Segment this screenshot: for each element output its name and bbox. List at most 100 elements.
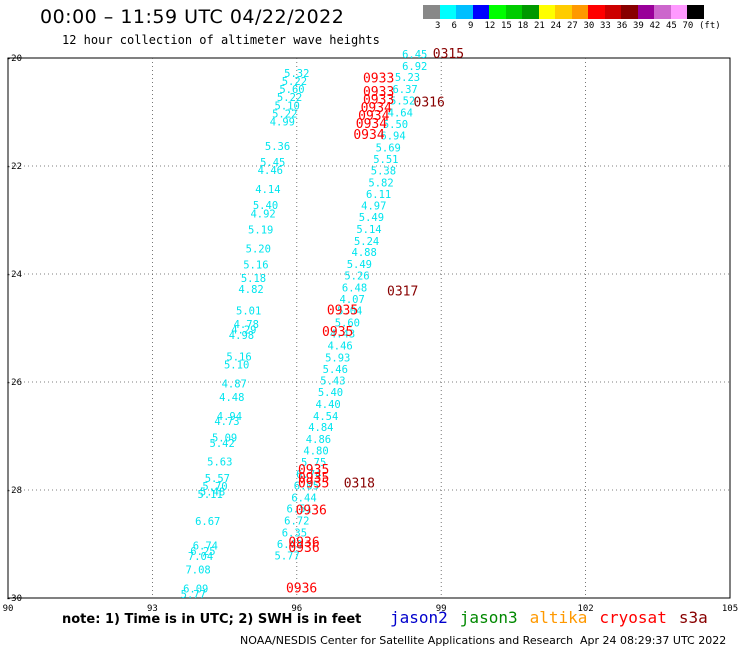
legend-tick-label: 33 xyxy=(600,21,611,31)
time-label: 0934 xyxy=(358,109,389,124)
data-point-label: 5.60 xyxy=(335,317,360,329)
y-tick-label: -24 xyxy=(6,270,22,280)
satellite-label-jason2: jason2 xyxy=(390,608,448,627)
data-point-label: 4.94 xyxy=(217,411,242,423)
time-label: 0933 xyxy=(363,85,394,100)
data-point-label: 4.54 xyxy=(313,411,338,423)
data-point-label: 5.22 xyxy=(282,76,307,88)
data-point-label: 5.16 xyxy=(243,260,268,272)
data-point-label: 6.92 xyxy=(402,61,427,73)
data-point-label: 4.07 xyxy=(340,294,365,306)
legend-swatch xyxy=(687,5,704,19)
legend-tick-label: 21 xyxy=(534,21,545,31)
data-point-label: 4.40 xyxy=(315,399,340,411)
data-point-label: 6.09 xyxy=(183,584,208,596)
data-point-label: 5.10 xyxy=(275,100,300,112)
time-label: 0935 xyxy=(327,304,358,319)
data-point-label: 5.49 xyxy=(359,212,384,224)
legend-tick-label: 70 xyxy=(682,21,694,31)
data-point-label: 5.18 xyxy=(241,273,266,285)
data-point-label: 5.45 xyxy=(260,157,285,169)
data-point-label: 4.98 xyxy=(229,330,254,342)
data-point-label: 4.82 xyxy=(238,284,263,296)
time-label: 0933 xyxy=(363,93,394,108)
legend-tick-label: 9 xyxy=(468,21,474,31)
data-point-label: 5.48 xyxy=(200,486,225,498)
legend-swatch xyxy=(439,5,456,19)
data-point-label: 5.20 xyxy=(246,243,271,255)
time-label: 0935 xyxy=(298,471,329,486)
data-point-label: 5.52 xyxy=(390,95,415,107)
data-point-label: 4.86 xyxy=(306,434,331,446)
legend-swatch xyxy=(489,5,506,19)
data-point-label: 4.78 xyxy=(234,319,259,331)
satellite-label-altika: altika xyxy=(529,608,588,627)
x-tick-label: 102 xyxy=(577,604,593,614)
data-point-label: 4.99 xyxy=(270,117,295,129)
legend-tick-label: 18 xyxy=(517,21,529,31)
data-point-label: 5.09 xyxy=(212,432,237,444)
data-point-label: 5.70 xyxy=(202,481,227,493)
data-point-label: 4.73 xyxy=(214,416,239,428)
legend-tick-label: 3 xyxy=(435,21,441,31)
data-point-label: 6.74 xyxy=(296,469,321,481)
data-point-label: 5.46 xyxy=(323,364,348,376)
legend-swatch xyxy=(472,5,489,19)
time-label: 0936 xyxy=(288,536,319,551)
data-point-label: 5.93 xyxy=(325,352,350,364)
data-point-label: 4.87 xyxy=(222,378,247,390)
data-point-label: 5.50 xyxy=(383,119,408,131)
time-label: 0934 xyxy=(356,117,387,132)
y-tick-label: -30 xyxy=(6,594,22,604)
y-tick-label: -22 xyxy=(6,162,22,172)
data-point-label: 5.22 xyxy=(277,92,302,104)
data-point-label: 5.43 xyxy=(320,376,345,388)
data-point-label: 4.29 xyxy=(231,324,256,336)
y-tick-label: -26 xyxy=(6,378,22,388)
data-point-label: 6.67 xyxy=(195,516,220,528)
x-tick-label: 99 xyxy=(436,604,447,614)
data-point-label: 5.40 xyxy=(318,387,343,399)
data-point-label: 7.08 xyxy=(185,565,210,577)
data-point-label: 6.44 xyxy=(291,492,316,504)
legend-swatch xyxy=(621,5,638,19)
footer-timestamp: Apr 24 08:29:37 UTC 2022 xyxy=(580,634,727,647)
legend-tick-label: 27 xyxy=(567,21,578,31)
legend-swatch xyxy=(670,5,687,19)
time-label: 0936 xyxy=(286,582,317,597)
legend-swatch xyxy=(555,5,572,19)
time-label: 0935 xyxy=(298,476,329,491)
legend-swatch xyxy=(505,5,522,19)
x-tick-label: 105 xyxy=(722,604,738,614)
legend-tick-label: 24 xyxy=(550,21,562,31)
satellite-legend: jason2 jason3 altika cryosat s3a xyxy=(390,608,720,627)
time-label: 0318 xyxy=(344,476,375,491)
chart-subtitle: 12 hour collection of altimeter wave hei… xyxy=(62,33,380,47)
data-point-label: 4.14 xyxy=(255,184,280,196)
time-label: 0936 xyxy=(296,503,327,518)
legend-swatch xyxy=(423,5,440,19)
data-point-label: 5.77 xyxy=(275,551,300,563)
data-point-label: 5.40 xyxy=(253,200,278,212)
data-point-label: 6.45 xyxy=(402,49,427,61)
data-point-label: 5.01 xyxy=(236,306,261,318)
data-point-label: 6.35 xyxy=(282,527,307,539)
data-point-label: 5.32 xyxy=(284,68,309,80)
x-tick-label: 96 xyxy=(291,604,302,614)
data-point-label: 4.97 xyxy=(361,201,386,213)
data-point-label: 5.77 xyxy=(181,589,206,601)
y-tick-label: -28 xyxy=(6,486,22,496)
data-point-label: 6.43 xyxy=(277,539,302,551)
data-point-label: 5.49 xyxy=(347,259,372,271)
data-point-label: 5.11 xyxy=(198,489,223,501)
data-point-label: 4.46 xyxy=(258,165,283,177)
legend-swatch xyxy=(538,5,555,19)
data-point-label: 5.24 xyxy=(354,236,379,248)
satellite-label-jason3: jason3 xyxy=(459,608,518,627)
data-point-label: 5.22 xyxy=(272,108,297,120)
footer-note: note: 1) Time is in UTC; 2) SWH is in fe… xyxy=(62,612,362,627)
data-point-label: 4.88 xyxy=(352,247,377,259)
data-point-label: 5.19 xyxy=(248,225,273,237)
legend-tick-label: 39 xyxy=(633,21,644,31)
chart-title: 00:00 – 11:59 UTC 04/22/2022 xyxy=(40,6,345,28)
